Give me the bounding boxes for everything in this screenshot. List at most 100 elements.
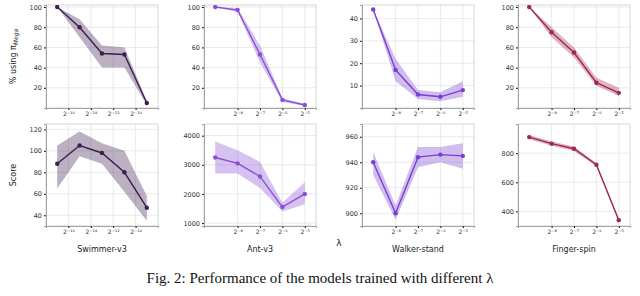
y-tick: 940 (346, 159, 362, 167)
tick-label: 60 (192, 44, 200, 52)
axis-title: λ (336, 238, 342, 248)
tick-label: 920 (346, 184, 358, 192)
point (393, 68, 397, 72)
y-tick: 4000 (183, 132, 204, 140)
tick-label: 80 (506, 24, 514, 32)
panel: 204060801002⁻¹⁶2⁻¹⁴2⁻¹²2⁻¹⁰ (30, 4, 159, 118)
tick-label: 40 (350, 15, 358, 23)
x-tick: 2⁻⁶ (592, 108, 602, 117)
tick-label: 2⁻¹² (108, 110, 120, 117)
tick-mark (202, 88, 204, 89)
tick-mark (202, 165, 204, 166)
tick-label: 2⁻⁷ (256, 228, 266, 235)
tick-label: 3000 (183, 161, 200, 169)
marks (527, 5, 621, 96)
point (77, 143, 81, 147)
tick-label: 40 (34, 212, 42, 220)
tick-label: 2⁻⁵ (301, 110, 311, 117)
axis-title: Finger-spin (552, 245, 596, 254)
point (572, 147, 576, 151)
y-tick: 20 (192, 84, 204, 92)
y-tick: 20 (350, 60, 362, 68)
tick-label: 400 (502, 208, 514, 216)
y-tick: 10 (350, 82, 362, 90)
grid-line (551, 124, 552, 226)
point (416, 155, 420, 159)
y-tick: 80 (192, 24, 204, 32)
tick-label: 960 (346, 133, 358, 141)
point (100, 51, 104, 55)
x-tick: 2⁻⁸ (547, 226, 557, 235)
tick-label: 100 (502, 4, 514, 12)
point (122, 52, 126, 56)
figure: 204060801002⁻¹⁶2⁻¹⁴2⁻¹²2⁻¹⁰% using πMega… (0, 0, 640, 296)
tick-label: 2⁻⁷ (414, 110, 424, 117)
tick-label: 2⁻⁵ (615, 228, 625, 235)
band (373, 143, 463, 220)
tick-mark (202, 47, 204, 48)
point (527, 5, 531, 9)
band (57, 132, 147, 221)
tick-label: 2⁻⁸ (391, 110, 401, 117)
x-tick: 2⁻⁶ (278, 108, 288, 117)
tick-label: 2⁻⁸ (547, 110, 557, 117)
caption: Fig. 2: Performance of the models traine… (147, 270, 495, 286)
point (55, 5, 59, 9)
tick-mark (202, 223, 204, 224)
y-tick: 60 (34, 44, 46, 52)
tick-label: 20 (34, 84, 42, 92)
panel: 9009209409602⁻⁸2⁻⁷2⁻⁶2⁻⁵ (346, 124, 475, 235)
panel: 4006008002⁻⁸2⁻⁷2⁻⁶2⁻⁵ (502, 124, 631, 235)
point (303, 192, 307, 196)
x-tick: 2⁻⁸ (233, 226, 243, 235)
tick-mark (202, 136, 204, 137)
point (416, 92, 420, 96)
grid-line (440, 124, 441, 226)
x-tick: 2⁻¹⁶ (63, 108, 75, 117)
tick-label: 20 (350, 60, 358, 68)
y-tick: 600 (502, 179, 518, 187)
grid-line (46, 129, 158, 130)
x-tick: 2⁻⁵ (459, 108, 469, 117)
y-axis: 20406080100 (188, 4, 205, 109)
tick-label: 2⁻⁸ (233, 228, 243, 235)
tick-label: 2⁻¹⁶ (63, 110, 75, 117)
x-tick: 2⁻⁸ (391, 108, 401, 117)
point (122, 170, 126, 174)
tick-label: 2⁻¹⁴ (85, 228, 97, 235)
y-axis: 900 920 940 960 (346, 125, 363, 227)
y-tick: 960 (346, 133, 362, 141)
y-tick: 900 (346, 210, 362, 218)
point (617, 91, 621, 95)
tick-label: 2⁻⁶ (278, 110, 288, 117)
y-tick: 60 (506, 44, 518, 52)
point (303, 103, 307, 107)
y-axis: 10203040 (350, 6, 363, 109)
grid-line (596, 124, 597, 226)
x-tick: 2⁻¹² (108, 108, 120, 117)
point (213, 155, 217, 159)
tick-mark (202, 194, 204, 195)
y-tick: 1000 (183, 220, 204, 228)
x-axis: 2⁻⁸2⁻⁷2⁻⁶2⁻⁵ (519, 226, 631, 235)
grid-line (46, 27, 158, 28)
marks (55, 5, 149, 105)
x-tick: 2⁻⁵ (615, 108, 625, 117)
tick-mark (202, 68, 204, 69)
tick-label: 40 (192, 64, 200, 72)
tick-label: 2⁻⁵ (459, 110, 469, 117)
grid-line (237, 5, 238, 108)
grid-line (596, 5, 597, 108)
grid-line (304, 124, 305, 226)
y-axis: 20406080100 (30, 4, 47, 109)
tick-label: 80 (34, 24, 42, 32)
axis-title: Walker-stand (392, 245, 444, 254)
tick-label: 2⁻⁸ (233, 110, 243, 117)
tick-label: 2⁻⁵ (459, 228, 469, 235)
y-tick: 2000 (183, 191, 204, 199)
x-tick: 2⁻⁷ (414, 108, 424, 117)
point (280, 98, 284, 102)
point (461, 88, 465, 92)
plot-frame (204, 5, 316, 108)
band (529, 135, 619, 222)
